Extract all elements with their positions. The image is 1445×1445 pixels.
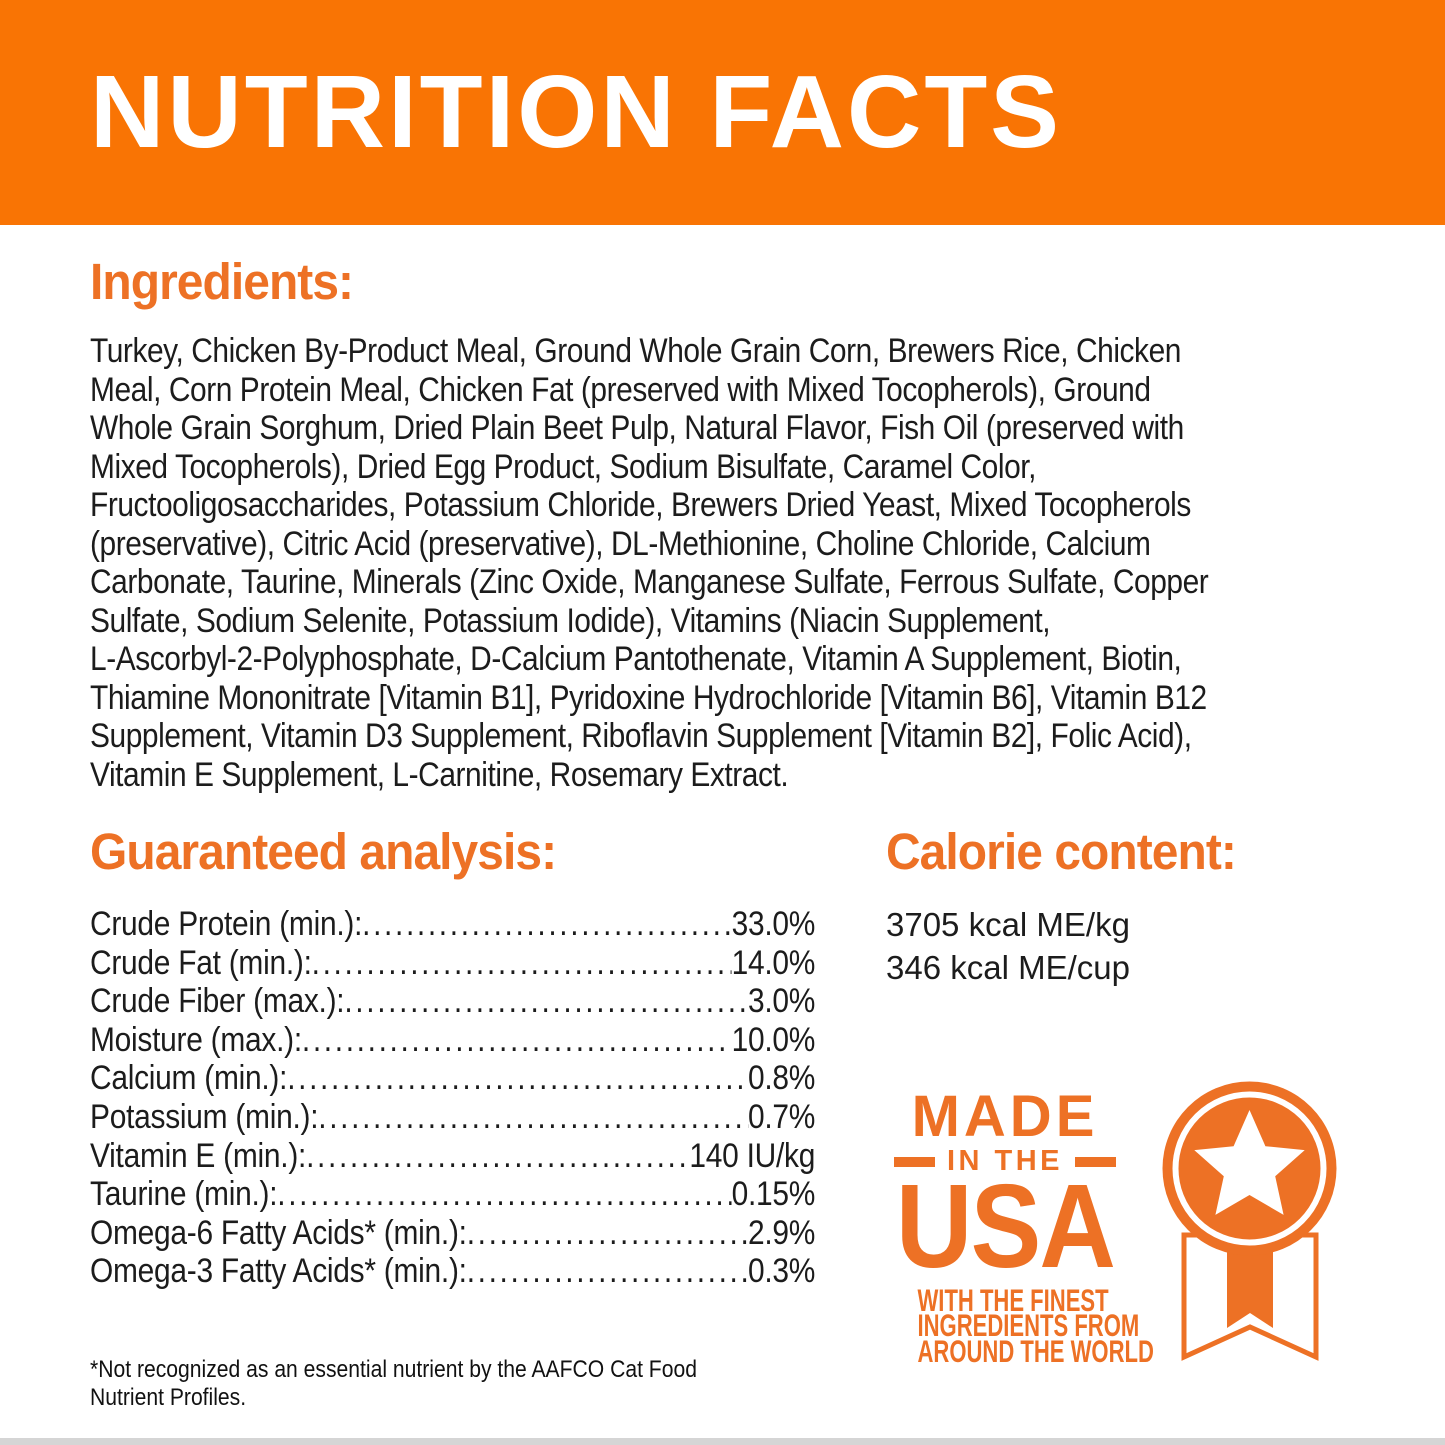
analysis-value: 0.15% xyxy=(731,1175,816,1214)
analysis-label: Moisture (max.): xyxy=(90,1020,302,1059)
dot-leader xyxy=(467,1252,748,1291)
ingredients-text-line: Fructooligosaccharides, Potassium Chlori… xyxy=(90,486,1191,524)
dot-leader xyxy=(318,1098,748,1137)
made-in-usa-badge: MADE IN THE USA WITH THE FINEST INGREDIE… xyxy=(880,1084,1154,1369)
ingredients-text-line: Mixed Tocopherols), Dried Egg Product, S… xyxy=(90,447,1037,486)
analysis-value: 0.3% xyxy=(747,1252,816,1291)
analysis-value: 140 IU/kg xyxy=(689,1136,816,1175)
ingredients-text-line: Vitamin E Supplement, L-Carnitine, Rosem… xyxy=(90,755,789,794)
analysis-row: Potassium (min.): 0.7% xyxy=(90,1098,815,1137)
dot-leader xyxy=(302,1021,732,1060)
analysis-label: Crude Protein (min.): xyxy=(90,905,363,943)
bottom-border-bar xyxy=(0,1438,1445,1445)
ingredients-text-line: Sulfate, Sodium Selenite, Potassium Iodi… xyxy=(90,601,1051,640)
analysis-value: 2.9% xyxy=(747,1213,816,1252)
dot-leader xyxy=(312,944,732,983)
analysis-row: Taurine (min.): 0.15% xyxy=(90,1175,815,1214)
in-the-label: IN THE xyxy=(946,1145,1064,1177)
in-the-row: IN THE xyxy=(880,1147,1130,1176)
analysis-row: Crude Protein (min.): 33.0% xyxy=(90,905,815,944)
analysis-label: Omega-6 Fatty Acids* (min.): xyxy=(90,1213,467,1252)
guaranteed-analysis-heading: Guaranteed analysis: xyxy=(90,823,557,880)
footnote-line: *Not recognized as an essential nutrient… xyxy=(90,1356,697,1383)
badge-subtext-line: WITH THE FINEST xyxy=(917,1282,1109,1318)
analysis-row: Moisture (max.): 10.0% xyxy=(90,1021,815,1060)
analysis-value: 33.0% xyxy=(731,905,816,943)
ingredients-text-line: Turkey, Chicken By-Product Meal, Ground … xyxy=(90,332,1181,370)
ingredients-text-line: Meal, Corn Protein Meal, Chicken Fat (pr… xyxy=(90,370,1151,409)
ingredients-text-line: Thiamine Mononitrate [Vitamin B1], Pyrid… xyxy=(90,678,1207,717)
guaranteed-analysis-table: Crude Protein (min.): 33.0% Crude Fat (mi… xyxy=(90,905,815,1291)
analysis-value: 0.8% xyxy=(747,1059,816,1098)
made-label: MADE xyxy=(911,1084,1099,1149)
dot-leader xyxy=(467,1214,748,1253)
analysis-value: 3.0% xyxy=(747,982,816,1021)
badge-subtext-line: AROUND THE WORLD xyxy=(917,1332,1154,1369)
calorie-content-heading: Calorie content: xyxy=(886,823,1237,880)
analysis-row: Omega-3 Fatty Acids* (min.): 0.3% xyxy=(90,1252,815,1291)
ingredients-text-line: Whole Grain Sorghum, Dried Plain Beet Pu… xyxy=(90,409,1184,447)
calorie-line: 3705 kcal ME/kg xyxy=(886,906,1130,943)
page-title: NUTRITION FACTS xyxy=(90,54,1062,169)
dot-leader xyxy=(306,1137,689,1176)
footnote-line: Nutrient Profiles. xyxy=(90,1383,247,1411)
dot-leader xyxy=(287,1059,748,1098)
ingredients-heading: Ingredients: xyxy=(90,253,354,310)
analysis-label: Taurine (min.): xyxy=(90,1175,278,1214)
analysis-row: Calcium (min.): 0.8% xyxy=(90,1059,815,1098)
analysis-row: Crude Fat (min.): 14.0% xyxy=(90,944,815,983)
dot-leader xyxy=(362,905,731,944)
ingredients-text-line: Carbonate, Taurine, Minerals (Zinc Oxide… xyxy=(90,563,1209,601)
analysis-row: Vitamin E (min.): 140 IU/kg xyxy=(90,1137,815,1176)
calorie-line: 346 kcal ME/cup xyxy=(886,949,1130,986)
dot-leader xyxy=(277,1175,731,1214)
analysis-value: 14.0% xyxy=(731,943,816,982)
analysis-label: Crude Fiber (max.): xyxy=(90,982,345,1021)
analysis-value: 0.7% xyxy=(747,1097,816,1136)
nutrition-facts-banner: NUTRITION FACTS xyxy=(0,0,1445,225)
ingredients-text-line: (preservative), Citric Acid (preservativ… xyxy=(90,524,1151,563)
dot-leader xyxy=(344,982,748,1021)
dash-right-icon xyxy=(1075,1156,1117,1167)
analysis-row: Omega-6 Fatty Acids* (min.): 2.9% xyxy=(90,1214,815,1253)
analysis-value: 10.0% xyxy=(731,1020,816,1059)
badge-subtext: WITH THE FINEST INGREDIENTS FROM AROUND … xyxy=(880,1282,1154,1369)
ingredients-text: Turkey, Chicken By-Product Meal, Ground … xyxy=(90,332,1366,794)
analysis-label: Crude Fat (min.): xyxy=(90,943,312,982)
analysis-row: Crude Fiber (max.): 3.0% xyxy=(90,982,815,1021)
analysis-label: Vitamin E (min.): xyxy=(90,1136,307,1175)
analysis-label: Calcium (min.): xyxy=(90,1059,288,1098)
calorie-content-values: 3705 kcal ME/kg 346 kcal ME/cup xyxy=(886,903,1130,989)
ingredients-text-line: L-Ascorbyl-2-Polyphosphate, D-Calcium Pa… xyxy=(90,640,1182,678)
ingredients-text-line: Supplement, Vitamin D3 Supplement, Ribof… xyxy=(90,717,1192,755)
analysis-label: Potassium (min.): xyxy=(90,1097,319,1136)
ribbon-medal-star-icon xyxy=(1162,1081,1337,1361)
dash-left-icon xyxy=(893,1156,935,1167)
footnote: *Not recognized as an essential nutrient… xyxy=(90,1356,697,1411)
usa-label: USA xyxy=(895,1160,1116,1293)
analysis-label: Omega-3 Fatty Acids* (min.): xyxy=(90,1252,467,1291)
